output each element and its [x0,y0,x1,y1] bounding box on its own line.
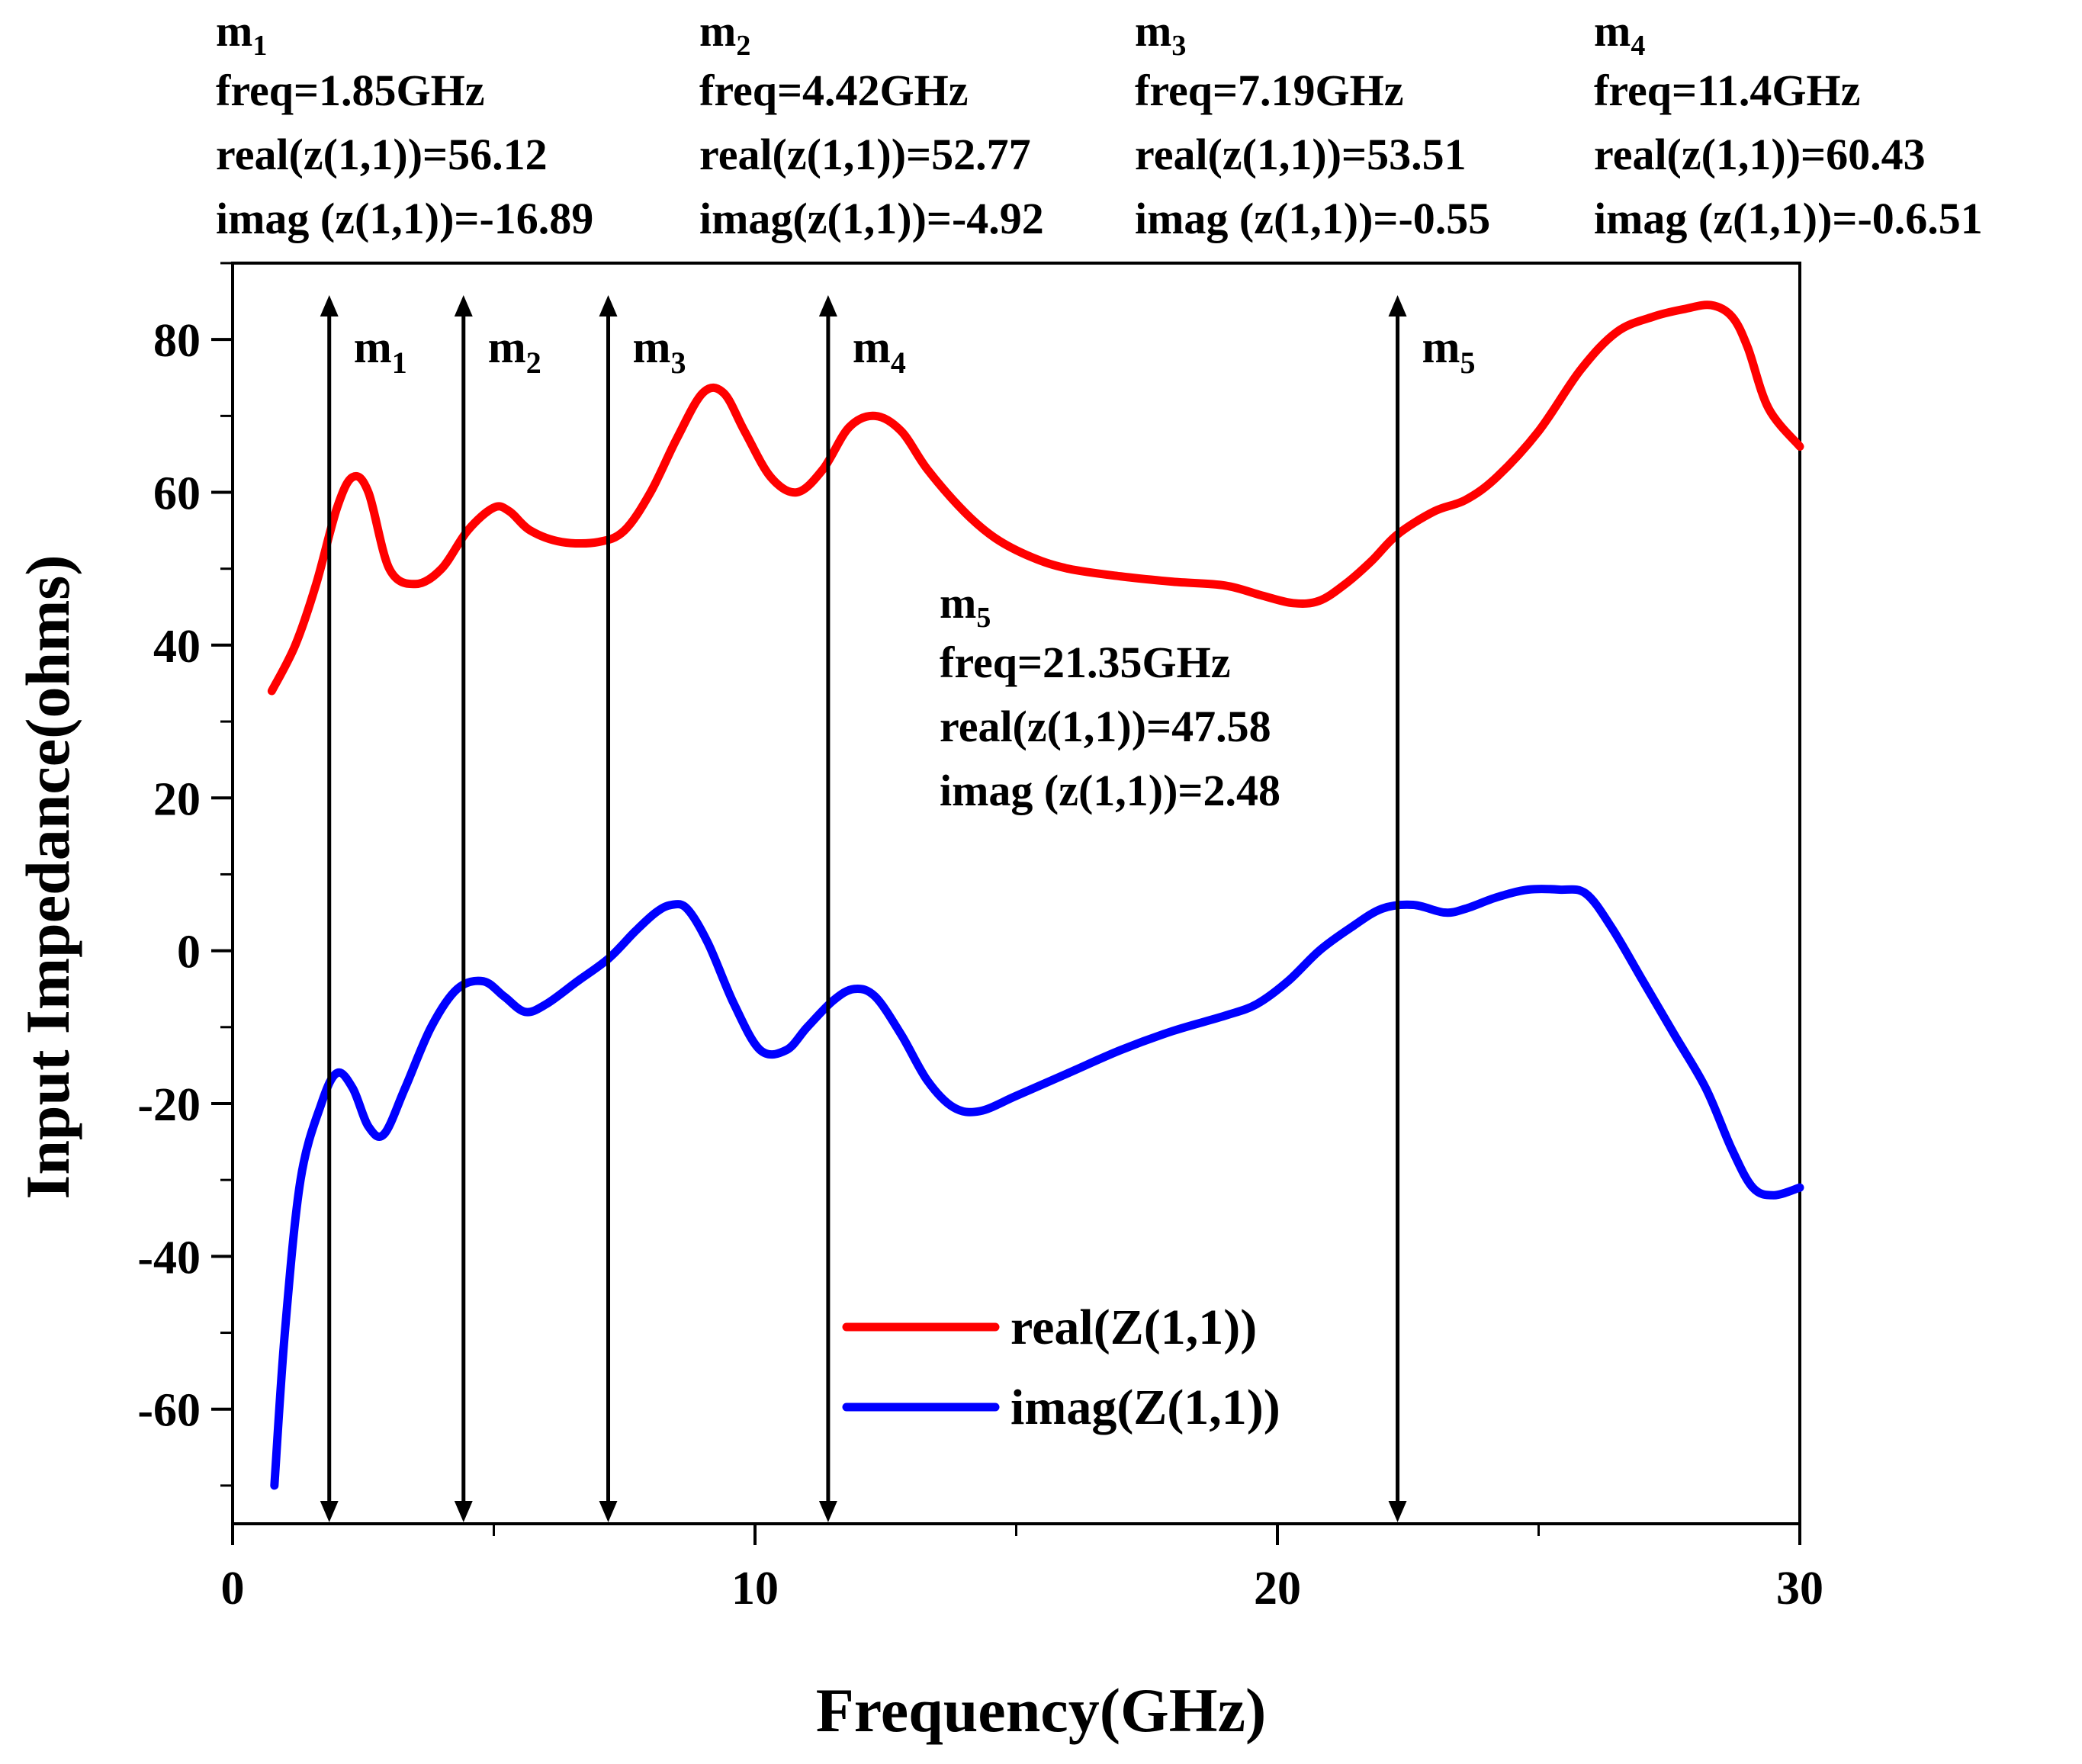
y-tick-label: 80 [153,315,201,367]
annotation-line: freq=1.85GHz [216,66,485,115]
annotation-heading: m1 [216,6,267,62]
annotation-heading: m4 [1594,6,1645,62]
annotation-line: imag (z(1,1))=-0.55 [1135,194,1490,243]
marker-arrow-head-up [454,295,473,316]
marker-label-subscript: 2 [526,345,541,380]
marker-arrow-head-up [1388,295,1407,316]
annotation-line: freq=21.35GHz [940,638,1231,687]
annotation-line: real(z(1,1))=52.77 [699,130,1031,179]
y-tick-label: -20 [137,1079,201,1131]
annotation-heading-subscript: 5 [976,602,991,634]
annotation-heading-subscript: 1 [252,30,267,62]
legend-label: real(Z(1,1)) [1010,1300,1257,1355]
marker-arrow-head-up [320,295,339,316]
marker-label-subscript: 5 [1460,345,1476,380]
annotation-heading-subscript: 2 [736,30,750,62]
marker-m5: m5 [1388,295,1476,1522]
annotation-heading-subscript: 3 [1171,30,1186,62]
marker-label-subscript: 4 [891,345,906,380]
marker-layer: m1 m2 m3 m4 m5 [320,295,1476,1522]
annotation-heading: m2 [699,6,750,62]
marker-m4: m4 [818,295,906,1522]
marker-arrow-head-up [599,295,618,316]
imag-z11-series-line [270,885,1804,1490]
annotation-line: real(z(1,1))=56.12 [216,130,548,179]
annotation-heading-subscript: 4 [1631,30,1645,62]
annotation-line: real(z(1,1))=47.58 [940,702,1271,751]
marker-label-subscript: 1 [392,345,407,380]
legend: real(Z(1,1)) imag(Z(1,1)) [842,1300,1280,1435]
x-axis-title: Frequency(GHz) [816,1676,1267,1745]
axes: 0 10 20 30 -60 -40 -20 0 20 40 60 80 [137,262,1823,1615]
annotation-line: imag (z(1,1))=-16.89 [216,194,593,243]
marker-arrow-head-down [599,1501,618,1522]
marker-label-m5: m5 [1422,322,1476,380]
marker-arrow-head-down [1388,1501,1407,1522]
marker-arrow-head-up [818,295,837,316]
marker-arrow-head-down [454,1501,473,1522]
annotation-line: real(z(1,1))=53.51 [1135,130,1467,179]
marker-label-m1: m1 [354,322,407,380]
marker-label-m2: m2 [488,322,541,380]
marker-label-m3: m3 [633,322,686,380]
y-axis-title: Input Impedance(ohms) [13,554,82,1199]
x-tick-label: 30 [1776,1563,1823,1615]
real-z11-series-line [267,300,1804,696]
marker-m2: m2 [454,295,541,1522]
x-tick-label: 0 [221,1563,245,1615]
annotation-line: freq=7.19GHz [1135,66,1404,115]
annotation-heading: m3 [1135,6,1186,62]
y-tick-label: 60 [153,468,201,520]
y-tick-label: -60 [137,1385,201,1437]
x-tick-label: 10 [731,1563,779,1615]
marker-arrow-head-down [320,1501,339,1522]
legend-label: imag(Z(1,1)) [1010,1380,1280,1435]
annotation-line: imag (z(1,1))=2.48 [940,766,1280,815]
marker-label-m4: m4 [853,322,906,380]
annotation-heading: m5 [940,578,991,634]
annotation-line: imag(z(1,1))=-4.92 [699,194,1044,243]
marker-label-subscript: 3 [670,345,686,380]
annotation-line: freq=4.42GHz [699,66,969,115]
annotation-line: real(z(1,1))=60.43 [1594,130,1926,179]
y-tick-label: 0 [177,927,201,978]
y-tick-label: 20 [153,773,201,825]
series-layer [267,300,1804,1490]
annotation-line: freq=11.4GHz [1594,66,1860,115]
x-tick-label: 20 [1254,1563,1301,1615]
y-tick-label: 40 [153,621,201,673]
y-tick-label: -40 [137,1232,201,1284]
annotation-line: imag (z(1,1))=-0.6.51 [1594,194,1983,243]
marker-arrow-head-down [818,1501,837,1522]
